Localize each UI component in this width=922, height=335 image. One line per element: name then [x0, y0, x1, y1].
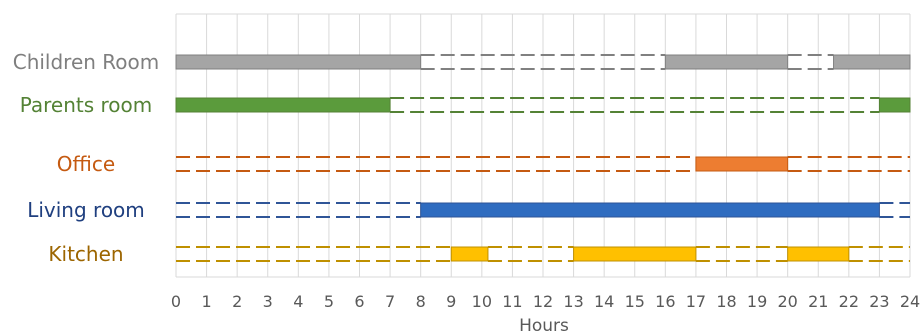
row-label: Kitchen	[48, 242, 123, 266]
occupied-bar	[664, 54, 789, 70]
row-label: Children Room	[13, 50, 160, 74]
x-axis-title: Hours	[519, 316, 569, 335]
x-tick-label: 14	[594, 292, 614, 311]
x-tick-label: 20	[777, 292, 797, 311]
occupied-bar	[695, 156, 789, 172]
x-tick-label: 18	[716, 292, 736, 311]
x-tick-label: 1	[201, 292, 211, 311]
x-tick-label: 11	[502, 292, 522, 311]
occupied-bar	[573, 246, 697, 262]
gridlines	[175, 13, 911, 278]
occupied-bar	[787, 246, 850, 262]
x-tick-label: 3	[263, 292, 273, 311]
x-tick-label: 6	[354, 292, 364, 311]
x-tick-label: 7	[385, 292, 395, 311]
x-tick-label: 24	[900, 292, 920, 311]
row-children-room: Children Room	[13, 50, 911, 74]
occupied-bar	[833, 54, 911, 70]
occupied-bar	[450, 246, 489, 262]
x-tick-label: 5	[324, 292, 334, 311]
x-tick-label: 21	[808, 292, 828, 311]
x-tick-label: 12	[533, 292, 553, 311]
x-tick-label: 15	[625, 292, 645, 311]
row-kitchen: Kitchen	[48, 242, 910, 266]
x-tick-labels: 0 1 2 3 4 5 6 7 8 9 10 11 12 13 14 15 16 17 18 19 20 21 22 23 24	[171, 292, 920, 311]
x-tick-label: 22	[839, 292, 859, 311]
x-tick-label: 23	[869, 292, 889, 311]
x-tick-label: 4	[293, 292, 303, 311]
x-tick-label: 0	[171, 292, 181, 311]
x-tick-label: 8	[416, 292, 426, 311]
occupied-bar	[175, 97, 391, 113]
x-tick-label: 10	[472, 292, 492, 311]
x-tick-label: 2	[232, 292, 242, 311]
row-label: Parents room	[20, 93, 153, 117]
row-office: Office	[57, 152, 910, 176]
x-tick-label: 13	[563, 292, 583, 311]
x-tick-label: 19	[747, 292, 767, 311]
occupied-bar	[878, 97, 911, 113]
x-tick-label: 16	[655, 292, 675, 311]
row-label: Living room	[27, 198, 145, 222]
row-living-room: Living room	[27, 198, 910, 222]
x-tick-label: 9	[446, 292, 456, 311]
row-parents-room: Parents room	[20, 93, 911, 117]
x-tick-label: 17	[686, 292, 706, 311]
rows: Children Room Parents room Office Living ro…	[13, 50, 911, 266]
occupied-bar	[175, 54, 422, 70]
occupied-bar	[420, 202, 880, 218]
row-label: Office	[57, 152, 115, 176]
